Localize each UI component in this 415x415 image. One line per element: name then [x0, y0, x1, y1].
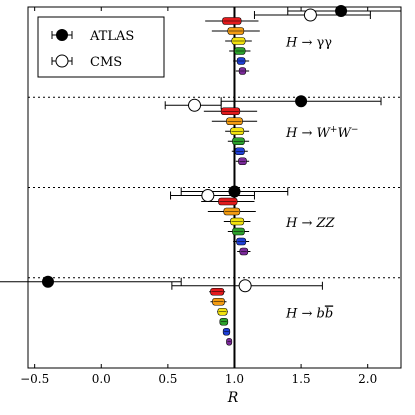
cms-point — [238, 279, 252, 293]
panel-label-part: H — [285, 126, 298, 141]
fan-point — [211, 27, 260, 35]
panel-label-part: − — [351, 125, 359, 135]
fan-point — [226, 337, 233, 346]
x-axis-label: R — [227, 390, 239, 406]
atlas-error-bar — [0, 277, 182, 286]
panel-label: H → ZZ — [285, 216, 336, 231]
panel-label-part: + — [330, 125, 338, 135]
legend-box — [37, 16, 165, 78]
x-tick-label: 0.5 — [158, 372, 177, 386]
panel-label: H → bb — [285, 306, 333, 321]
legend-label: CMS — [90, 55, 122, 70]
fan-point — [233, 57, 250, 65]
panel-label: H → γγ — [285, 36, 332, 51]
fan-point — [225, 127, 250, 136]
marks-layer: H → γγH → W+W−H → ZZH → bb — [0, 5, 402, 346]
fan-point — [210, 297, 227, 306]
cms-point — [188, 98, 202, 112]
atlas-point — [228, 185, 241, 198]
panel-3: H → ZZ — [170, 185, 336, 256]
fan-point — [209, 287, 226, 296]
fan-point — [205, 17, 259, 25]
fan-point — [222, 327, 231, 336]
fan-point — [235, 157, 250, 166]
x-tick-label: 0.0 — [92, 372, 111, 386]
panel-1: H → γγ — [205, 5, 402, 75]
panel-label-part: H — [285, 36, 298, 51]
panel-label-part: W — [317, 126, 332, 141]
panel-label-part: → — [297, 126, 316, 141]
panel-4: H → bb — [0, 275, 333, 346]
panel-label-part: b — [317, 306, 325, 321]
fan-point — [207, 207, 256, 216]
legend-marker-atlas — [56, 29, 68, 41]
legend-marker-cms — [55, 54, 69, 68]
panel-label-part: → — [297, 216, 316, 231]
panel-label-part: b — [325, 306, 333, 321]
plot-frame — [27, 6, 402, 369]
fan-point — [219, 317, 229, 326]
panel-label-part: → — [297, 306, 316, 321]
fan-point — [227, 137, 250, 146]
cms-point — [201, 189, 215, 202]
legend-entry-cms: CMS — [51, 54, 122, 70]
fan-point — [211, 117, 258, 126]
panel-label-part: → γγ — [297, 36, 332, 51]
fan-point — [237, 247, 251, 256]
fan-point — [233, 237, 250, 246]
cms-point — [303, 8, 317, 22]
x-tick-label: 2.0 — [358, 372, 377, 386]
panel-label-part: W — [337, 126, 352, 141]
x-tick-label: −0.5 — [20, 372, 49, 386]
legend-entry-atlas: ATLAS — [51, 29, 134, 44]
x-axis: −0.5 0.0 0.5 1.0 1.5 2.0 — [20, 6, 402, 386]
legend: ATLAS CMS — [37, 16, 165, 78]
fan-point — [223, 217, 251, 226]
x-tick-label: 1.0 — [225, 372, 244, 386]
x-tick-label: 1.5 — [292, 372, 311, 386]
fan-point — [225, 37, 252, 45]
panel-label-part: ZZ — [316, 216, 336, 231]
panel-2: H → W+W− — [164, 95, 382, 166]
atlas-point — [335, 5, 348, 17]
atlas-point — [41, 275, 54, 288]
fan-point — [231, 147, 248, 156]
atlas-point — [295, 95, 308, 108]
fan-point — [203, 107, 258, 116]
fan-point — [229, 47, 251, 55]
fan-point — [217, 307, 228, 316]
fan-point — [235, 67, 250, 75]
panel-label-part: H — [285, 216, 298, 231]
panel-label: H → W+W− — [285, 125, 358, 141]
panel-label-part: H — [285, 306, 298, 321]
legend-label: ATLAS — [89, 29, 134, 44]
fan-point — [227, 227, 250, 236]
